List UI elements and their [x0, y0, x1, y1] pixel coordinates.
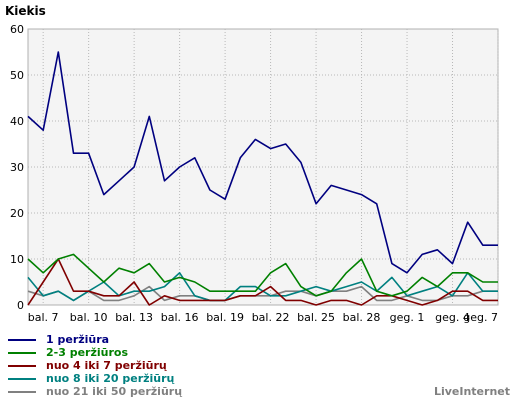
x-tick-label: bal. 16	[161, 311, 199, 324]
y-tick-label: 0	[17, 299, 24, 312]
legend-label: nuo 21 iki 50 peržiūrų	[46, 385, 183, 398]
y-tick-label: 10	[10, 253, 24, 266]
legend-swatch	[8, 378, 36, 380]
x-tick-label: bal. 10	[70, 311, 108, 324]
legend-swatch	[8, 391, 36, 393]
x-tick-label: geg. 7	[463, 311, 498, 324]
series-line	[27, 258, 498, 306]
x-tick-label: bal. 25	[297, 311, 335, 324]
legend-label: nuo 8 iki 20 peržiūrų	[46, 372, 175, 385]
credit-label: LiveInternet	[433, 385, 510, 398]
y-tick-label: 30	[10, 161, 24, 174]
legend-label: nuo 4 iki 7 peržiūrų	[46, 359, 167, 372]
x-tick-label: bal. 13	[115, 311, 153, 324]
y-tick-label: 60	[10, 23, 24, 36]
x-tick-label: bal. 7	[28, 311, 59, 324]
series-line	[27, 51, 498, 274]
x-tick-label: geg. 4	[435, 311, 470, 324]
series-line	[27, 253, 498, 297]
series-line	[27, 285, 498, 302]
legend-swatch	[8, 339, 36, 341]
x-tick-label: geg. 1	[390, 311, 425, 324]
x-tick-label: bal. 19	[206, 311, 244, 324]
x-tick-label: bal. 22	[252, 311, 290, 324]
y-tick-label: 50	[10, 69, 24, 82]
y-tick-label: 40	[10, 115, 24, 128]
axes: 0 10 20 30 40 50 60 bal. 7 bal. 10 bal. 13 bal. 16…	[10, 23, 498, 324]
y-axis-title: Kiekis	[5, 4, 46, 18]
x-tick-label: bal. 28	[343, 311, 381, 324]
legend-label: 2-3 peržiūros	[46, 346, 128, 359]
legend-swatch	[8, 352, 36, 354]
legend-swatch	[8, 365, 36, 367]
series-lines	[27, 51, 498, 306]
y-tick-label: 20	[10, 207, 24, 220]
legend-label: 1 peržiūra	[46, 333, 110, 346]
